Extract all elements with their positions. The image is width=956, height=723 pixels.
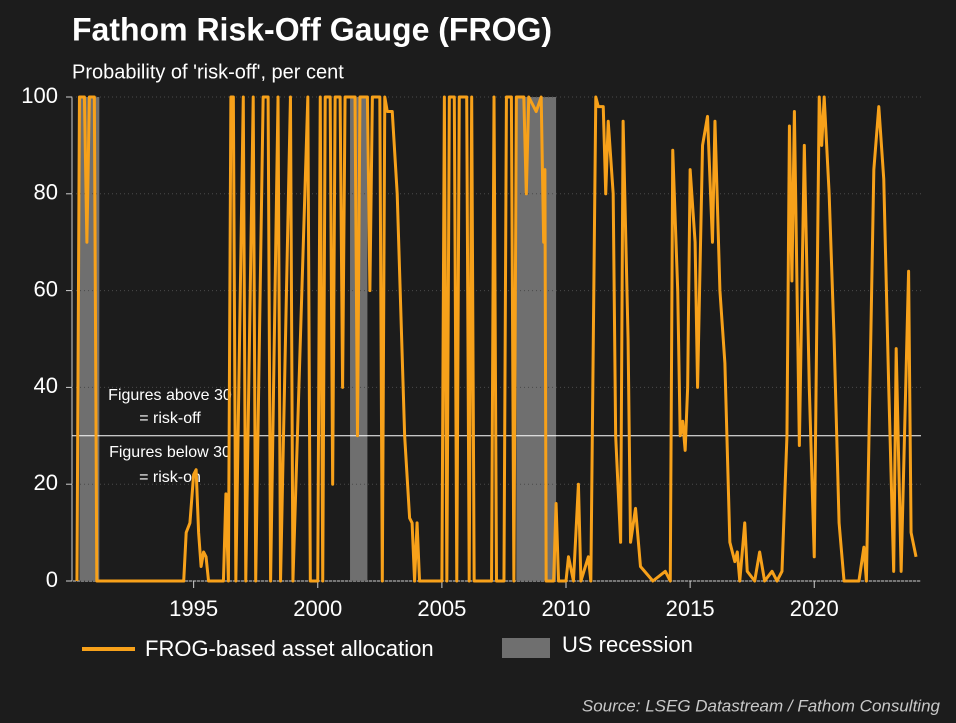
annotation: = risk-on [139,469,201,486]
recession-band [516,97,557,581]
x-tick-label: 2005 [417,596,466,621]
annotation: = risk-off [139,410,201,427]
legend-label: US recession [562,632,693,657]
y-tick-label: 20 [34,470,58,495]
legend-label: FROG-based asset allocation [145,636,434,661]
legend-swatch [502,638,550,658]
y-tick-label: 60 [34,276,58,301]
series-line [75,95,918,583]
x-tick-label: 1995 [169,596,218,621]
annotation: Figures above 30 [108,387,232,404]
y-tick-label: 40 [34,373,58,398]
chart-title: Fathom Risk-Off Gauge (FROG) [72,11,552,47]
x-tick-label: 2020 [790,596,839,621]
x-tick-label: 2000 [293,596,342,621]
annotation: Figures below 30 [109,444,231,461]
y-tick-label: 0 [46,567,58,592]
x-tick-label: 2010 [542,596,591,621]
y-tick-label: 100 [21,83,58,108]
y-tick-label: 80 [34,180,58,205]
x-tick-label: 2015 [666,596,715,621]
source: Source: LSEG Datastream / Fathom Consult… [582,696,941,715]
chart-subtitle: Probability of 'risk-off', per cent [72,61,344,83]
